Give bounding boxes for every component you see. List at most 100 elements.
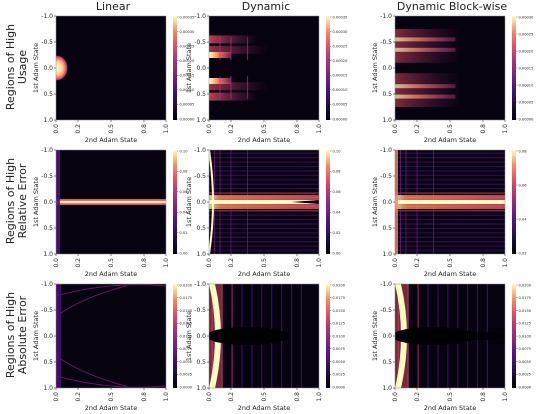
colorbar-tick-label: 0.0175 xyxy=(333,296,346,300)
heatmap-area xyxy=(209,150,319,254)
y-tick-label: -1.0 xyxy=(380,281,392,288)
x-axis-label: 2nd Adam State xyxy=(85,136,138,144)
colorbar-tick-label: 0.0125 xyxy=(180,322,193,326)
colorbar-tick-label: 0.08 xyxy=(180,170,189,174)
usage-band xyxy=(395,94,456,99)
heatmap-area xyxy=(56,16,166,120)
colorbar-tick-label: 0.00025 xyxy=(333,44,348,48)
error-stripe xyxy=(395,152,505,154)
y-tick-label: 1.0 xyxy=(196,385,206,392)
y-tick-label: 1.0 xyxy=(196,251,206,258)
colorbar-tick-label: 0.00010 xyxy=(333,88,349,92)
x-tick-label: 0.0 xyxy=(392,124,399,134)
usage-band xyxy=(209,45,270,54)
heatmap-area xyxy=(395,150,505,254)
error-stripe xyxy=(209,152,319,154)
y-tick-label: -0.5 xyxy=(194,39,206,46)
error-stripe xyxy=(395,192,505,194)
colorbar-tick-label: 0.00030 xyxy=(180,30,196,34)
error-stripe xyxy=(209,161,319,163)
x-tick-label: 0.2 xyxy=(414,124,421,134)
colorbar-tick-label: 0.00015 xyxy=(333,74,348,78)
x-tick-label: 1.0 xyxy=(316,124,323,134)
x-tick-label: 0.2 xyxy=(228,258,235,268)
error-stripe xyxy=(395,183,505,185)
error-stripe xyxy=(395,223,505,225)
error-stripe xyxy=(395,214,505,216)
x-axis-label: 2nd Adam State xyxy=(238,404,291,412)
error-edge xyxy=(56,150,60,254)
error-stripe xyxy=(395,161,505,163)
y-tick-label: 1.0 xyxy=(43,117,53,124)
y-axis-label: 1st Adam State xyxy=(32,177,40,227)
error-stripe xyxy=(209,245,319,247)
x-axis-label: 2nd Adam State xyxy=(238,270,291,278)
error-edge xyxy=(56,284,61,388)
y-axis-label: 1st Adam State xyxy=(371,311,379,361)
column-title-linear: Linear xyxy=(96,0,131,13)
y-tick-label: 0.5 xyxy=(43,359,53,366)
y-axis-label: 1st Adam State xyxy=(371,177,379,227)
y-tick-label: 1.0 xyxy=(382,251,392,258)
column-title-dynamic-block-wise: Dynamic Block-wise xyxy=(397,0,508,13)
colorbar-tick-label: 0.00035 xyxy=(333,15,348,19)
error-stripe xyxy=(395,227,505,230)
y-tick-label: -0.5 xyxy=(194,173,206,180)
colorbar-tick-label: 0.0125 xyxy=(519,322,532,326)
error-dark-tail xyxy=(455,332,505,340)
row-title: Regions of HighUsage xyxy=(4,24,29,110)
colorbar-tick-label: 0.06 xyxy=(180,190,189,194)
y-tick-label: 0.5 xyxy=(196,359,206,366)
error-stripe xyxy=(209,192,319,194)
colorbar xyxy=(173,150,177,254)
x-tick-label: 0.0 xyxy=(53,258,60,268)
y-tick-label: 0.0 xyxy=(196,333,206,340)
error-stripe xyxy=(209,187,319,190)
y-axis-label: 1st Adam State xyxy=(371,43,379,93)
y-tick-label: 0.0 xyxy=(382,199,392,206)
heatmap-area xyxy=(395,16,505,120)
x-axis-label: 2nd Adam State xyxy=(424,270,477,278)
colorbar xyxy=(512,150,516,254)
y-tick-label: 0.5 xyxy=(196,91,206,98)
colorbar-tick-label: 0.00020 xyxy=(333,59,349,63)
error-band-core xyxy=(209,200,319,204)
x-tick-label: 0.5 xyxy=(447,392,454,402)
colorbar-tick-label: 0.0100 xyxy=(519,334,532,338)
colorbar-tick-label: 0.0200 xyxy=(180,283,193,287)
x-tick-label: 0.2 xyxy=(75,392,82,402)
y-axis-label: 1st Adam State xyxy=(185,43,193,93)
row-title-line: Relative Error xyxy=(16,163,29,238)
colorbar-tick-label: 0.02 xyxy=(333,231,341,235)
colorbar-tick-label: 0.00025 xyxy=(519,32,534,36)
x-tick-label: 0.8 xyxy=(480,392,487,402)
y-tick-label: -0.5 xyxy=(41,173,53,180)
y-tick-label: -1.0 xyxy=(41,281,53,288)
row-title-line: Absolute Error xyxy=(16,295,29,374)
error-dark-core xyxy=(395,327,476,345)
colorbar-tick-label: 0.04 xyxy=(180,211,189,215)
row-title-line: Regions of High xyxy=(4,292,17,378)
heatmap-area xyxy=(56,150,166,254)
x-tick-label: 0.5 xyxy=(108,124,115,134)
x-tick-label: 0.0 xyxy=(206,258,213,268)
heatmap-background xyxy=(209,16,319,120)
error-stripe xyxy=(209,179,319,181)
y-tick-label: 0.0 xyxy=(43,65,53,72)
error-stripe xyxy=(395,218,505,221)
heatmap-area xyxy=(209,284,319,388)
y-tick-label: 1.0 xyxy=(382,117,392,124)
x-tick-label: 0.2 xyxy=(75,258,82,268)
x-tick-label: 1.0 xyxy=(502,258,509,268)
x-tick-label: 0.5 xyxy=(261,258,268,268)
colorbar-tick-label: 0.0000 xyxy=(519,385,532,389)
error-stripe xyxy=(209,232,319,234)
y-tick-label: -1.0 xyxy=(380,13,392,20)
colorbar-tick-label: 0.00030 xyxy=(333,30,349,34)
error-stripe xyxy=(209,183,319,185)
